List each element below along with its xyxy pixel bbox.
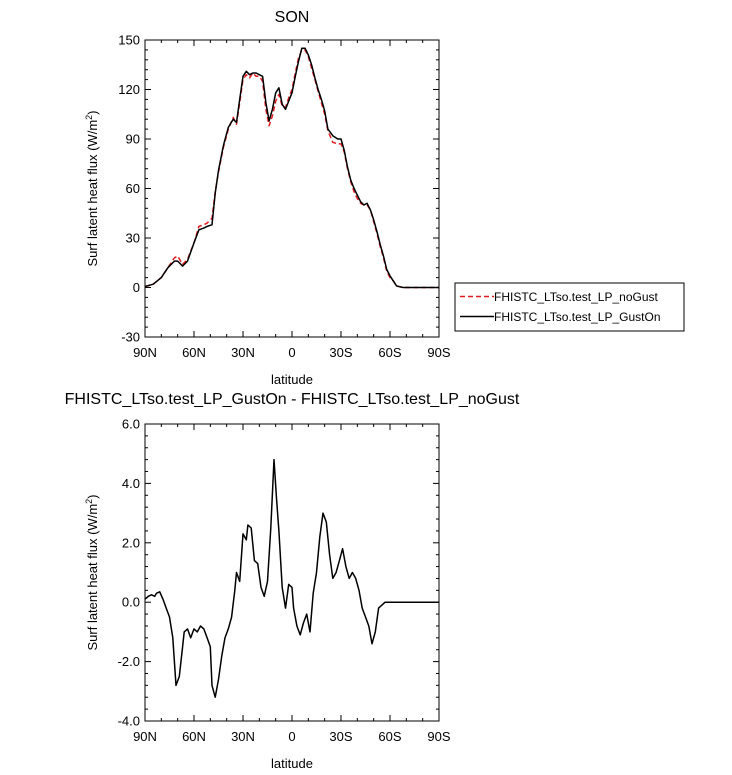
- top-panel: SON 90N 60N 30N 0 30S 60S 90S-300306090120150 …: [84, 9, 685, 387]
- bottom-plot-frame: [144, 423, 440, 722]
- top-y-axis-label: Surf latent heat flux (W/m2): [84, 110, 100, 266]
- bottom-chart-title: FHISTC_LTso.test_LP_GustOn - FHISTC_LTso…: [65, 391, 520, 408]
- x-tick-label: 90S: [427, 729, 450, 744]
- y-tick-label: 4.0: [122, 476, 140, 491]
- series-line-0: [144, 458, 439, 698]
- bottom-x-axis-label: latitude: [271, 756, 313, 771]
- y-tick-label: -30: [121, 330, 140, 345]
- series-line-0: [144, 49, 439, 289]
- legend-label-guston: FHISTC_LTso.test_LP_GustOn: [494, 310, 661, 324]
- y-tick-label: 150: [118, 33, 140, 48]
- x-tick-label: 60N: [182, 345, 206, 360]
- y-tick-label: 120: [118, 82, 140, 97]
- y-tick-label: -4.0: [118, 714, 140, 729]
- legend-label-nogust: FHISTC_LTso.test_LP_noGust: [494, 290, 659, 304]
- x-tick-label: 0: [288, 345, 295, 360]
- legend: FHISTC_LTso.test_LP_noGust FHISTC_LTso.t…: [454, 282, 685, 332]
- top-chart-title: SON: [275, 9, 310, 26]
- y-tick-label: 2.0: [122, 535, 140, 550]
- y-tick-label: 0: [133, 280, 140, 295]
- y-tick-label: -2.0: [118, 654, 140, 669]
- x-tick-label: 30S: [329, 345, 352, 360]
- x-tick-label: 60S: [378, 345, 401, 360]
- top-plot-area: 90N 60N 30N 0 30S 60S 90S -30 0 30 60 90 120 150: [118, 33, 451, 361]
- bottom-plot-area: 90N 60N 30N 0 30S 60S 90S -4.0 -2.0 0.0 2.0 4.0 6.0: [118, 417, 451, 745]
- series-line-1: [144, 47, 439, 289]
- x-tick-label: 90N: [133, 729, 157, 744]
- x-tick-label: 60N: [182, 729, 206, 744]
- x-tick-label: 60S: [378, 729, 401, 744]
- top-plot-frame: [144, 39, 440, 338]
- y-tick-label: 6.0: [122, 417, 140, 432]
- x-tick-label: 90S: [427, 345, 450, 360]
- x-tick-label: 0: [288, 729, 295, 744]
- x-tick-label: 30N: [231, 729, 255, 744]
- legend-box: [454, 282, 685, 332]
- bottom-panel: FHISTC_LTso.test_LP_GustOn - FHISTC_LTso…: [65, 391, 520, 771]
- top-x-axis-label: latitude: [271, 372, 313, 387]
- y-tick-label: 0.0: [122, 595, 140, 610]
- y-tick-label: 90: [126, 132, 140, 147]
- bottom-y-axis-label: Surf latent heat flux (W/m2): [84, 494, 100, 650]
- x-tick-label: 30S: [329, 729, 352, 744]
- x-tick-label: 90N: [133, 345, 157, 360]
- y-tick-label: 30: [126, 231, 140, 246]
- y-tick-label: 60: [126, 181, 140, 196]
- x-tick-label: 30N: [231, 345, 255, 360]
